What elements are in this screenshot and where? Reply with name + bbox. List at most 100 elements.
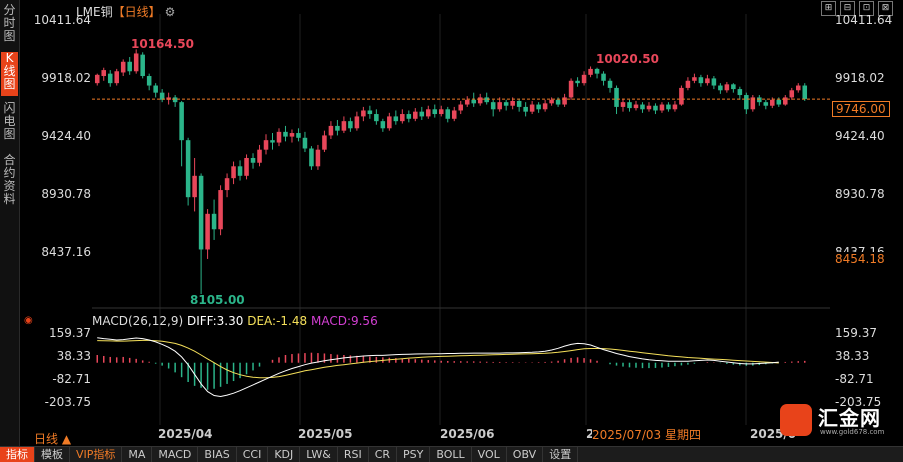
candle-body <box>744 95 749 110</box>
candle-body <box>322 135 327 150</box>
candle-body <box>309 148 314 167</box>
candle-body <box>205 213 210 250</box>
indicator-tab[interactable]: VOL <box>472 447 507 462</box>
candle-body <box>523 106 528 112</box>
indicator-tab[interactable]: CCI <box>237 447 269 462</box>
indicator-tab[interactable]: VIP指标 <box>70 447 123 462</box>
candle-body <box>244 157 249 176</box>
indicator-tab[interactable]: PSY <box>397 447 431 462</box>
candle-body <box>666 104 671 110</box>
macd-axis-left-label: -203.75 <box>44 395 91 409</box>
indicator-tab[interactable]: 模板 <box>35 447 70 462</box>
candle-body <box>127 61 132 72</box>
candle-body <box>192 175 197 198</box>
price-axis-left-label: 9424.40 <box>41 129 91 143</box>
indicator-tab[interactable]: MACD <box>152 447 199 462</box>
camera-icon[interactable]: ◉ <box>24 315 33 326</box>
candle-body <box>692 77 697 81</box>
candle-body <box>575 80 580 84</box>
candle-body <box>737 89 743 96</box>
candle-body <box>133 53 139 72</box>
candle-body <box>218 190 223 230</box>
sidebar: 分时图 K线图 闪电图 合约资料 <box>0 0 20 446</box>
candle-body <box>302 137 308 149</box>
candle-body <box>354 116 360 129</box>
logo-name: 汇金网 <box>818 406 881 430</box>
candle-body <box>510 100 515 106</box>
candle-body <box>705 78 710 84</box>
candle-body <box>620 102 626 107</box>
indicator-tab[interactable]: OBV <box>507 447 544 462</box>
indicator-tab[interactable]: KDJ <box>268 447 301 462</box>
macd-title: MACD(26,12,9) DIFF:3.30 DEA:-1.48 MACD:9… <box>92 314 378 328</box>
gear-icon[interactable]: ⚙ <box>164 5 176 19</box>
indicator-tab[interactable]: 指标 <box>0 447 35 462</box>
instrument-name: LME铜 <box>76 5 113 19</box>
indicator-tab[interactable]: 设置 <box>543 447 579 462</box>
macd-axis-right-label: 159.37 <box>835 326 877 340</box>
candle-body <box>296 133 301 138</box>
indicator-tab[interactable]: RSI <box>338 447 369 462</box>
candle-body <box>380 121 386 129</box>
logo-url: www.gold678.com <box>820 428 885 436</box>
toolbar-button-3[interactable]: ⊡ <box>859 1 874 16</box>
x-axis-label: 2025/06 <box>440 427 495 441</box>
candle-body <box>464 99 470 105</box>
candle-body <box>159 92 165 100</box>
candle-body <box>438 109 444 115</box>
candle-body <box>114 71 119 84</box>
x-axis-label: 2025/04 <box>158 427 213 441</box>
candle-body <box>763 102 769 106</box>
candle-body <box>458 104 464 111</box>
candle-body <box>237 166 243 176</box>
candle-body <box>185 140 191 198</box>
candle-body <box>789 90 795 98</box>
tab-contract-info[interactable]: 合约资料 <box>3 153 16 206</box>
candle-body <box>263 140 269 150</box>
toolbar-button-4[interactable]: ⊠ <box>878 1 893 16</box>
candle-body <box>633 104 639 109</box>
candle-body <box>568 80 574 98</box>
candle-body <box>341 121 347 131</box>
candle-body <box>659 104 665 111</box>
indicator-tab[interactable]: LW& <box>300 447 338 462</box>
candle-body <box>555 99 561 105</box>
candle-body <box>374 114 379 122</box>
indicator-tab[interactable]: BIAS <box>198 447 237 462</box>
candle-body <box>477 97 483 104</box>
macd-axis-left-label: -82.71 <box>52 372 91 386</box>
macd-dea-value: DEA:-1.48 <box>247 314 308 328</box>
price-axis-left-label: 8930.78 <box>41 187 91 201</box>
candle-body <box>224 178 230 191</box>
indicator-tab[interactable]: CR <box>369 447 398 462</box>
macd-axis-right-label: -82.71 <box>835 372 874 386</box>
price-axis-right-label: 8930.78 <box>835 187 885 201</box>
candle-body <box>497 102 502 110</box>
candle-body <box>257 149 262 163</box>
tab-kline[interactable]: K线图 <box>1 52 18 96</box>
candle-body <box>536 104 541 110</box>
indicator-tab[interactable]: BOLL <box>430 447 472 462</box>
candle-body <box>484 97 489 103</box>
current-price-marker: 9746.00 <box>832 101 890 117</box>
indicator-tab-bar: 指标 模板 VIP指标 MA MACD BIAS CCI KDJ LW& RSI CR PSY BOLL… <box>0 446 903 462</box>
candle-body <box>653 105 658 111</box>
toolbar-button-2[interactable]: ⊟ <box>840 1 855 16</box>
candle-body <box>335 125 340 131</box>
period-selector[interactable]: 日线 ▲ <box>34 432 72 446</box>
price-axis-left-label: 9918.02 <box>41 71 91 85</box>
x-axis-label: 2025/05 <box>298 427 353 441</box>
candle-body <box>646 105 652 110</box>
high-annotation-2: 10020.50 <box>596 52 659 66</box>
candle-body <box>581 74 587 84</box>
tab-lightning[interactable]: 闪电图 <box>3 101 16 141</box>
low-annotation: 8105.00 <box>190 293 245 307</box>
toolbar-button-1[interactable]: ⊞ <box>821 1 836 16</box>
candle-body <box>348 121 353 129</box>
candle-body <box>516 100 522 107</box>
candle-body <box>432 109 438 115</box>
candle-body <box>179 102 184 141</box>
indicator-tab[interactable]: MA <box>122 447 153 462</box>
tab-timeshare[interactable]: 分时图 <box>3 3 16 43</box>
